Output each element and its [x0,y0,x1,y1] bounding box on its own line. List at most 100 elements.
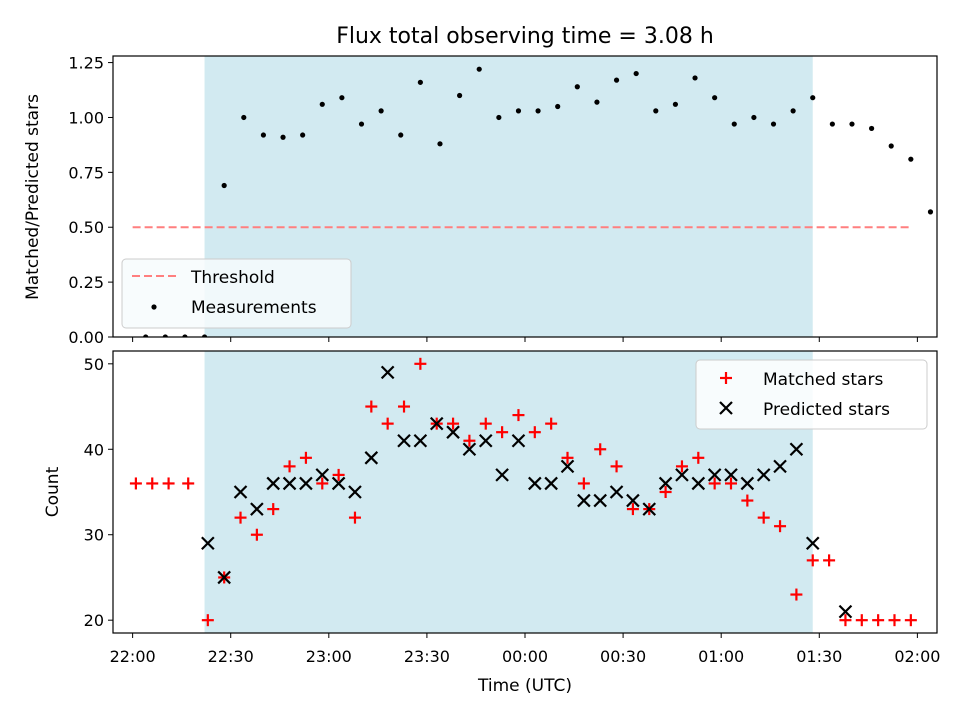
predicted-star-point [413,433,428,448]
bottom-y-tick-label: 20 [84,611,104,630]
predicted-star-point [528,476,542,491]
matched-star-point [496,426,509,439]
measurement-point [849,121,855,127]
predicted-star-point [675,468,689,482]
measurement-point [712,95,718,101]
predicted-star-point [838,604,853,619]
bottom-x-tick-label: 00:00 [502,647,548,666]
matched-star-point [888,614,901,627]
bottom-x-tick-label: 01:00 [698,647,744,666]
matched-star-point [250,528,263,541]
predicted-star-point [740,476,755,491]
matched-star-point [365,400,378,413]
top-y-tick-label: 0.00 [68,328,104,347]
matched-star-point [414,357,427,370]
matched-star-point [757,511,770,524]
predicted-star-point [201,536,215,551]
measurement-point [300,132,306,138]
measurement-point [633,70,639,77]
matched-star-point [741,494,754,507]
bottom-x-tick-label: 22:30 [208,647,254,666]
legend-measurements-label: Measurements [191,298,317,318]
top-legend: Threshold Measurements [121,258,352,329]
predicted-star-point [478,433,493,448]
measurement-point [574,84,580,90]
measurement-point [829,121,835,127]
predicted-star-point [756,468,771,482]
predicted-star-point [626,493,640,508]
predicted-star-point [331,476,346,491]
matched-star-point [528,426,541,439]
bottom-x-tick-label: 23:00 [306,647,352,666]
matched-star-point [708,477,721,490]
matched-star-points [129,357,917,627]
legend-predicted-label: Predicted stars [763,400,890,420]
top-y-axis-label: Matched/Predicted stars [23,94,43,300]
measurement-point [457,92,463,99]
predicted-star-point [217,570,231,585]
predicted-star-point [233,485,248,499]
matched-star-point [692,451,705,464]
predicted-star-point [282,476,297,491]
predicted-star-point [315,468,330,482]
measurement-point [339,95,345,101]
matched-star-point [839,614,852,627]
matched-star-point [610,460,623,473]
measurement-point [751,114,757,121]
measurement-point [653,108,659,114]
predicted-star-point [789,442,804,457]
matched-star-point [299,451,312,464]
bottom-x-tick-label: 00:30 [600,647,646,666]
measurement-point [555,103,561,110]
predicted-star-point [577,493,591,508]
matched-star-point [182,477,195,490]
measurement-point [241,114,247,121]
measurement-point [221,182,227,189]
measurement-points [143,66,934,337]
matched-star-point [267,503,280,516]
top-y-tick-label: 0.75 [68,163,104,182]
matched-star-point [594,443,607,456]
predicted-star-point [544,476,558,491]
bottom-x-tick-label: 22:00 [110,647,156,666]
matched-star-point [381,417,394,430]
bottom-y-ticks: 20 30 40 50 [84,355,113,630]
matched-star-point [904,614,917,627]
matched-star-point [398,400,411,413]
measurement-point [476,66,482,72]
matched-star-point [561,451,574,464]
measurement-point [908,156,914,162]
measurement-point [613,77,620,83]
predicted-star-point [299,476,313,491]
matched-star-point [872,614,885,627]
measurement-point [398,132,404,138]
legend-matched-label: Matched stars [763,370,883,390]
predicted-star-point [495,468,509,482]
chart-title: Flux total observing time = 3.08 h [336,24,714,49]
predicted-star-point [462,442,477,457]
measurement-point [162,334,168,337]
bottom-x-tick-label: 01:30 [796,647,842,666]
matched-star-point [675,460,688,473]
predicted-star-point [446,425,460,439]
matched-star-point [316,477,329,490]
matched-star-point [129,477,142,490]
legend-measurements-swatch [151,304,157,310]
matched-star-point [659,486,672,498]
predicted-star-point [724,468,738,482]
predicted-star-point [593,493,607,508]
measurement-point [417,79,423,85]
bottom-x-ticks: 22:00 22:30 23:00 23:30 00:00 00:30 01:00 01:30… [110,633,940,666]
legend-threshold-label: Threshold [190,268,275,288]
matched-star-point [162,477,175,490]
measurement-point [182,334,188,337]
bottom-panel: 20 30 40 50 22:00 22:30 23:00 23:30 00:00 00:30 0… [43,350,940,696]
predicted-star-point [691,476,706,491]
predicted-star-point [609,485,624,499]
top-panel: 0.00 0.25 0.50 0.75 1.00 1.25 Matched/Predict… [23,54,938,347]
predicted-star-point [805,536,820,551]
matched-star-point [577,477,590,490]
measurement-point [280,134,286,140]
top-y-tick-label: 1.25 [68,54,104,73]
top-y-ticks: 0.00 0.25 0.50 0.75 1.00 1.25 [68,54,113,347]
